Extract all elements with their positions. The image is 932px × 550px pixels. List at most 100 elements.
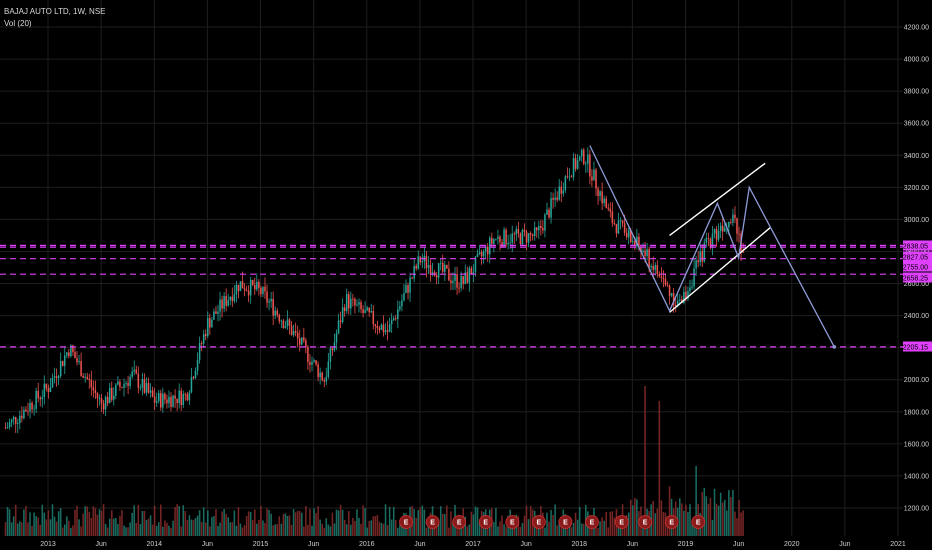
candle-body — [570, 176, 573, 178]
volume-bar — [68, 520, 70, 536]
volume-bar — [599, 521, 601, 536]
volume-bar — [713, 488, 716, 536]
symbol-title[interactable]: BAJAJ AUTO LTD, 1W, NSE — [4, 7, 106, 16]
candle-body — [521, 229, 524, 245]
volume-bar — [538, 522, 540, 536]
volume-bar — [627, 512, 630, 536]
candle-body — [37, 390, 39, 399]
candle-body — [742, 251, 744, 253]
volume-bar — [260, 505, 262, 536]
candle-body — [572, 157, 575, 178]
price-level-tag[interactable]: 2755.00 — [903, 261, 932, 272]
candle-body — [339, 320, 342, 323]
volume-bar — [49, 519, 52, 536]
volume-bar — [313, 508, 315, 536]
candle-body — [229, 296, 232, 301]
earnings-marker-icon[interactable]: E — [614, 515, 629, 529]
volume-bar — [115, 517, 117, 536]
volume-bar — [141, 511, 144, 536]
volume-bar — [399, 524, 401, 536]
earnings-marker-label: E — [404, 520, 409, 527]
candle-body — [378, 328, 381, 330]
candle-body — [509, 242, 511, 244]
earnings-marker-icon[interactable]: E — [505, 515, 520, 529]
volume-bar — [693, 525, 695, 536]
earnings-marker-icon[interactable]: E — [664, 515, 679, 529]
candle-body — [450, 280, 452, 283]
candle-body — [458, 287, 460, 289]
volume-bar — [527, 519, 530, 536]
volume-bar — [57, 511, 60, 536]
candle-body — [527, 233, 530, 243]
candle-body — [270, 298, 272, 302]
candle-body — [664, 278, 667, 285]
candle-body — [439, 262, 442, 264]
y-tick-label: 2400.00 — [904, 313, 929, 320]
candle-body — [16, 422, 19, 424]
volume-bar — [162, 526, 164, 536]
candle-body — [321, 372, 323, 381]
candle-body — [719, 225, 722, 231]
volume-bar — [39, 524, 42, 536]
volume-bar — [521, 523, 524, 536]
volume-bar — [437, 523, 440, 536]
volume-bar — [151, 524, 154, 536]
earnings-marker-icon[interactable]: E — [399, 515, 413, 529]
earnings-marker-icon[interactable]: E — [452, 515, 467, 529]
candle-body — [505, 229, 507, 245]
volume-bar — [715, 503, 718, 536]
earnings-marker-icon[interactable]: E — [558, 515, 573, 529]
price-level-tag[interactable]: 2827.05 — [903, 251, 932, 262]
candle-body — [149, 390, 152, 393]
volume-bar — [468, 524, 471, 536]
volume-bar — [290, 525, 293, 536]
volume-bar — [284, 513, 287, 536]
candle-body — [390, 320, 393, 325]
volume-bar — [662, 511, 665, 536]
earnings-marker-icon[interactable]: E — [425, 515, 440, 529]
candle-body — [325, 376, 328, 382]
candle-body — [6, 426, 9, 429]
earnings-marker-icon[interactable]: E — [585, 515, 599, 529]
price-level-tag[interactable]: 2838.05 — [903, 240, 932, 251]
volume-bar — [282, 513, 285, 536]
volume-bar — [258, 519, 260, 536]
candle-body — [533, 227, 536, 237]
earnings-marker-icon[interactable]: E — [691, 515, 706, 529]
candle-body — [711, 233, 714, 248]
candle-body — [578, 156, 581, 161]
candle-body — [591, 176, 593, 181]
volume-bar — [421, 505, 424, 536]
candle-body — [701, 251, 704, 262]
volume-bar — [441, 513, 444, 536]
x-tick-label: Jun — [95, 541, 106, 548]
candle-body — [23, 409, 25, 419]
candle-body — [237, 284, 240, 292]
price-level-tag[interactable]: 2205.15 — [903, 341, 932, 352]
x-tick-label: 2019 — [678, 541, 694, 548]
volume-bar — [323, 527, 326, 536]
volume-bar — [691, 524, 693, 536]
candle-body — [697, 260, 699, 263]
volume-bar — [106, 527, 109, 536]
earnings-marker-icon[interactable]: E — [478, 515, 493, 529]
volume-bar — [264, 522, 266, 536]
volume-bar — [345, 524, 348, 536]
earnings-marker-icon[interactable]: E — [638, 515, 653, 529]
volume-bar — [123, 525, 125, 536]
volume-bar — [217, 525, 219, 536]
volume-bar — [578, 506, 581, 536]
volume-bar — [519, 526, 522, 536]
candle-body — [341, 307, 344, 323]
volume-indicator-label[interactable]: Vol (20) — [4, 19, 32, 28]
earnings-marker-icon[interactable]: E — [531, 515, 546, 529]
y-tick-label: 4200.00 — [904, 25, 929, 32]
volume-bar — [170, 527, 172, 536]
volume-bar — [305, 505, 307, 536]
volume-bar — [546, 512, 548, 536]
candle-body — [133, 369, 135, 372]
price-level-tag[interactable]: 2658.25 — [903, 272, 932, 283]
volume-bar — [137, 504, 140, 536]
